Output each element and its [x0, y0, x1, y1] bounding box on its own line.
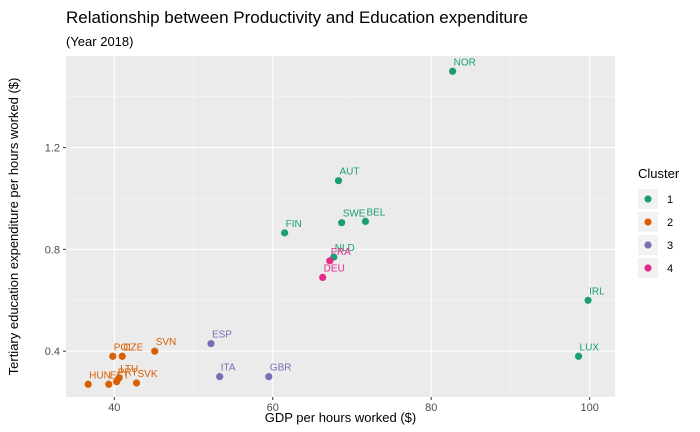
point-label: NOR [454, 57, 476, 68]
data-point [109, 352, 117, 360]
data-point [216, 373, 224, 381]
x-tick-label: 60 [267, 402, 279, 414]
point-label: FRA [331, 247, 351, 258]
data-point [105, 380, 113, 388]
point-label: CZE [123, 342, 143, 353]
y-tick-label: 0.4 [45, 346, 60, 358]
data-point [319, 273, 327, 281]
point-label: BEL [366, 207, 385, 218]
legend-label: 3 [667, 240, 673, 252]
data-point [574, 352, 583, 360]
chart-subtitle: (Year 2018) [66, 34, 133, 49]
x-tick-label: 80 [425, 402, 437, 414]
point-label: SVK [138, 369, 158, 380]
point-label: FIN [286, 219, 302, 230]
chart-title: Relationship between Productivity and Ed… [66, 8, 528, 27]
legend-key-point [644, 264, 652, 272]
point-label: DEU [324, 263, 345, 274]
data-point [281, 229, 289, 237]
x-tick-label: 40 [108, 402, 120, 414]
data-point [207, 339, 215, 348]
legend: Cluster 1 2 3 4 [638, 166, 680, 278]
point-label: SVN [156, 337, 177, 348]
point-label: LTU [120, 364, 138, 375]
data-point [334, 177, 343, 185]
legend-label: 1 [667, 194, 673, 206]
data-point [265, 373, 273, 381]
data-point [118, 352, 126, 360]
point-label: PRT [118, 368, 138, 379]
legend-label: 2 [667, 217, 673, 229]
data-point [151, 347, 159, 355]
point-label: HUN [89, 370, 111, 381]
data-point [132, 379, 141, 387]
point-label: LUX [580, 342, 600, 353]
data-point [584, 296, 592, 304]
point-label: AUT [340, 167, 360, 178]
plot-panel [66, 56, 615, 397]
x-axis-title: GDP per hours worked ($) [265, 410, 417, 425]
point-label: NLD [335, 243, 355, 254]
data-point [326, 257, 334, 265]
legend-label: 4 [667, 263, 673, 275]
point-label: POL [114, 342, 134, 353]
point-label: ITA [221, 363, 236, 374]
legend-key-point [644, 195, 652, 203]
minor-gridlines [66, 56, 615, 397]
data-point [448, 67, 457, 75]
point-label: IRL [589, 286, 605, 297]
point-label: SWE [343, 209, 366, 220]
point-label: GBR [270, 363, 292, 374]
point-label: ESP [212, 330, 232, 341]
legend-key-point [644, 241, 652, 249]
data-point [338, 219, 346, 227]
data-points [84, 67, 592, 388]
x-tick-label: 100 [580, 402, 598, 414]
data-point [113, 378, 121, 386]
axis-ticks: 40 60 80 100 0.4 0.8 1.2 [45, 143, 599, 414]
data-point [84, 380, 92, 388]
legend-key-point [644, 218, 652, 226]
data-point [361, 217, 370, 226]
legend-title: Cluster [638, 166, 680, 181]
y-tick-label: 0.8 [45, 244, 60, 256]
point-label: EST [110, 370, 129, 381]
y-tick-label: 1.2 [45, 143, 60, 155]
y-axis-title: Tertiary education expenditure per hours… [6, 78, 21, 376]
